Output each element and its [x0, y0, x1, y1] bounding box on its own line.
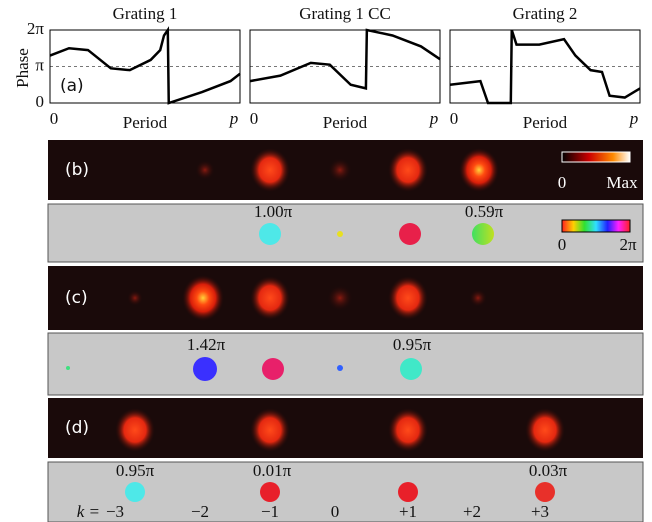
- phase-spot: [66, 366, 70, 370]
- y-tick-label: 0: [36, 92, 45, 111]
- spot: [459, 148, 499, 192]
- phase-panel: [48, 333, 643, 395]
- panel-d: (d) 0.95π 0.01π 0.03π k =: [48, 398, 643, 522]
- phase-spot: [260, 482, 280, 502]
- colorbar-label: 2π: [619, 235, 637, 254]
- phase-spot: [337, 365, 343, 371]
- x-tick-label: 0: [50, 109, 59, 128]
- panel-label: (a): [60, 76, 84, 96]
- phase-panel: [48, 204, 643, 262]
- phase-spot: [125, 482, 145, 502]
- spot: [127, 290, 143, 306]
- y-axis-label: Phase: [13, 48, 32, 88]
- spot: [195, 160, 215, 180]
- x-axis-label: Period: [323, 113, 368, 132]
- phase-spot: [400, 358, 422, 380]
- spot: [250, 408, 290, 452]
- x-tick-label: 0: [250, 109, 259, 128]
- phase-spot: [472, 223, 494, 245]
- plot-frame: [250, 30, 440, 103]
- phase-label: 0.59π: [465, 202, 504, 221]
- phase-label: 0.03π: [529, 461, 568, 480]
- order-label: +3: [531, 502, 549, 521]
- x-tick-label: 0: [450, 109, 459, 128]
- spot: [250, 276, 290, 320]
- spot: [388, 408, 428, 452]
- spot: [250, 148, 290, 192]
- spot: [388, 276, 428, 320]
- x-tick-label: p: [629, 109, 639, 128]
- colorbar-label: 0: [558, 235, 567, 254]
- colorbar: [562, 152, 630, 162]
- y-tick-label: 2π: [27, 19, 45, 38]
- spot: [115, 408, 155, 452]
- panel-c: (c) 1.42π 0.95π: [48, 266, 643, 395]
- phase-label: 0.01π: [253, 461, 292, 480]
- spot: [469, 289, 487, 307]
- panel-b: (b) 0 Max 1.00π 0.59π 0 2π: [48, 140, 643, 262]
- spot: [327, 285, 353, 311]
- colorbar-label: Max: [606, 173, 638, 192]
- x-axis-label: Period: [523, 113, 568, 132]
- phase-curve: [250, 30, 440, 88]
- chart-title: Grating 1 CC: [299, 4, 391, 23]
- phase-spot: [259, 223, 281, 245]
- chart-title: Grating 1: [113, 4, 178, 23]
- phase-curve: [450, 30, 640, 103]
- order-label: +1: [399, 502, 417, 521]
- phase-spot: [262, 358, 284, 380]
- phase-spot: [337, 231, 343, 237]
- phase-spot: [193, 357, 217, 381]
- spot: [328, 158, 352, 182]
- colorbar-label: 0: [558, 173, 567, 192]
- order-label: −3: [106, 502, 124, 521]
- chart-title: Grating 2: [513, 4, 578, 23]
- x-tick-label: p: [229, 109, 239, 128]
- panel-label: (c): [65, 288, 88, 308]
- order-label: +2: [463, 502, 481, 521]
- phase-label: 0.95π: [116, 461, 155, 480]
- panel-label: (d): [65, 418, 89, 438]
- colorbar: [562, 220, 630, 232]
- phase-label: 1.00π: [254, 202, 293, 221]
- order-label: −1: [261, 502, 279, 521]
- spot: [388, 148, 428, 192]
- phase-label: 0.95π: [393, 335, 432, 354]
- spot: [182, 275, 224, 321]
- phase-spot: [399, 223, 421, 245]
- phase-label: 1.42π: [187, 335, 226, 354]
- panel-label: (b): [65, 160, 89, 180]
- order-prefix: k =: [77, 502, 100, 521]
- phase-spot: [398, 482, 418, 502]
- figure: (b) 0 Max 1.00π 0.59π 0 2π (c) 1.42π 0.9…: [0, 0, 652, 522]
- phase-spot: [535, 482, 555, 502]
- order-label: −2: [191, 502, 209, 521]
- spot: [525, 408, 565, 452]
- y-tick-label: π: [35, 55, 44, 74]
- x-tick-label: p: [429, 109, 439, 128]
- plot-frame: [450, 30, 640, 103]
- order-label: 0: [331, 502, 340, 521]
- x-axis-label: Period: [123, 113, 168, 132]
